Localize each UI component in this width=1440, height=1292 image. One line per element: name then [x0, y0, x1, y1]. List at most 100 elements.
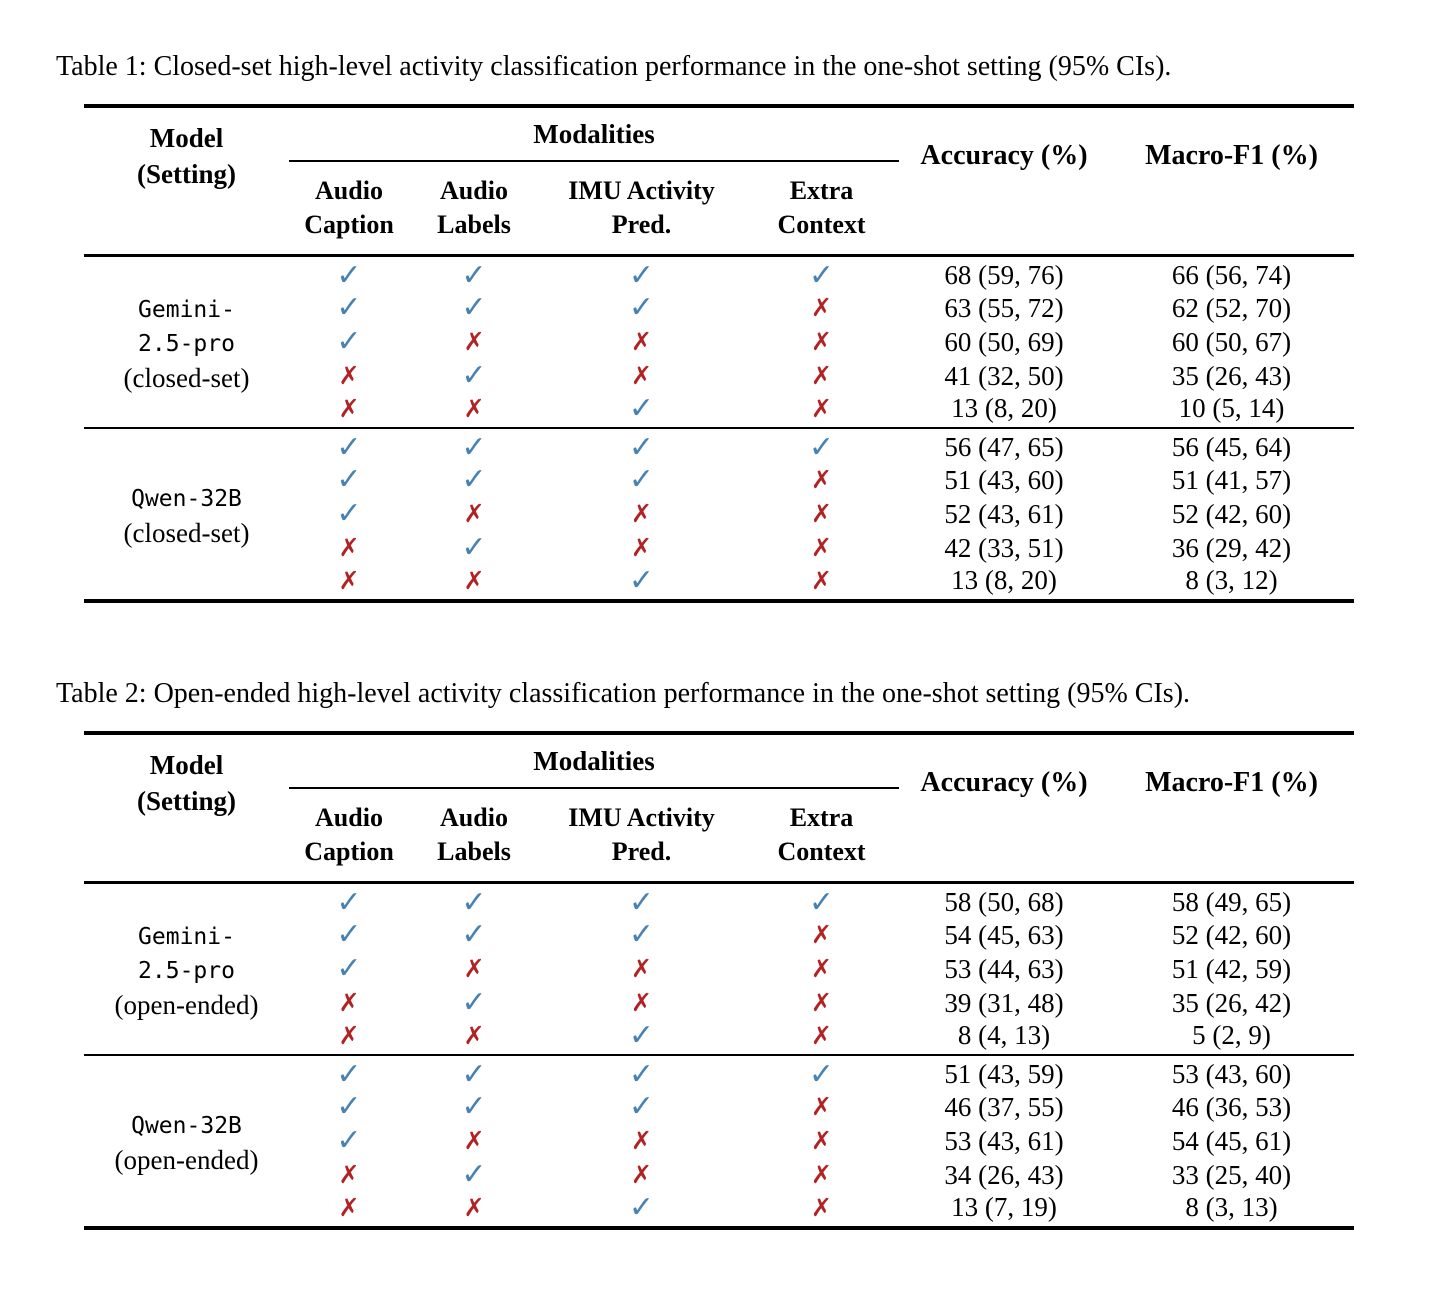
cross-icon: ✗: [631, 988, 652, 1017]
accuracy-value: 13 (8, 20): [951, 393, 1057, 423]
cross-icon: ✗: [631, 361, 652, 390]
model-name-line: Qwen-32B: [131, 485, 242, 512]
table-row: ✓ ✗ ✗ ✗ 53 (44, 63) 51 (42, 59): [84, 952, 1354, 986]
imu-activity-column-header: IMU Activity Pred.: [539, 788, 744, 883]
cross-icon: ✗: [463, 327, 485, 356]
subheader-line: Extra: [789, 803, 854, 832]
cross-icon: ✗: [811, 1160, 832, 1189]
cross-icon: ✗: [631, 327, 652, 356]
cross-icon: ✗: [463, 1126, 485, 1155]
cross-icon: ✗: [338, 533, 360, 562]
accuracy-value: 13 (8, 20): [951, 565, 1057, 595]
model-group-qwen-open: Qwen-32B (open-ended) ✓ ✓ ✓ ✓ 51 (43, 59…: [84, 1055, 1354, 1228]
macrof1-value: 54 (45, 61): [1171, 1125, 1292, 1156]
model-label: Qwen-32B (closed-set): [84, 428, 289, 601]
check-icon: ✓: [461, 429, 487, 465]
table-1-caption: Table 1: Closed-set high-level activity …: [56, 51, 1172, 82]
cross-icon: ✗: [811, 1020, 832, 1050]
audio-labels-column-header: Audio Labels: [409, 161, 539, 256]
subheader-line: Audio: [440, 803, 508, 832]
model-name-line: Gemini-: [138, 296, 235, 323]
model-setting: (open-ended): [114, 989, 259, 1020]
model-setting: (closed-set): [123, 362, 250, 393]
accuracy-value: 51 (43, 59): [944, 1059, 1064, 1089]
accuracy-column-header: Accuracy (%): [920, 767, 1088, 798]
check-icon: ✓: [336, 429, 362, 465]
table-row: ✗ ✓ ✗ ✗ 34 (26, 43) 33 (25, 40): [84, 1158, 1354, 1192]
audio-caption-column-header: Audio Caption: [289, 161, 409, 256]
check-icon: ✓: [628, 390, 655, 426]
table-row: ✗ ✗ ✓ ✗ 13 (7, 19) 8 (3, 13): [84, 1192, 1354, 1228]
table-row: ✓ ✗ ✗ ✗ 52 (43, 61) 52 (42, 60): [84, 497, 1354, 531]
imu-activity-column-header: IMU Activity Pred.: [539, 161, 744, 256]
macrof1-value: 60 (50, 67): [1171, 326, 1292, 357]
macrof1-value: 10 (5, 14): [1178, 393, 1285, 423]
macrof1-value: 36 (29, 42): [1171, 532, 1292, 563]
accuracy-value: 41 (32, 50): [944, 360, 1064, 391]
macrof1-column-header: Macro-F1 (%): [1145, 767, 1318, 798]
accuracy-value: 54 (45, 63): [944, 919, 1064, 950]
table-row: ✓ ✗ ✗ ✗ 53 (43, 61) 54 (45, 61): [84, 1124, 1354, 1158]
check-icon: ✓: [461, 1157, 487, 1192]
check-icon: ✓: [628, 462, 655, 497]
cross-icon: ✗: [463, 1020, 485, 1050]
subheader-line: Labels: [437, 837, 511, 866]
accuracy-value: 34 (26, 43): [944, 1159, 1064, 1190]
cross-icon: ✗: [811, 327, 832, 356]
macrof1-value: 5 (2, 9): [1192, 1020, 1271, 1050]
accuracy-value: 53 (44, 63): [944, 953, 1064, 984]
check-icon: ✓: [461, 1089, 487, 1124]
model-name-line: 2.5-pro: [138, 957, 235, 984]
check-icon: ✓: [336, 290, 362, 325]
cross-icon: ✗: [338, 988, 360, 1017]
check-icon: ✓: [461, 1056, 487, 1092]
cross-icon: ✗: [811, 533, 832, 562]
cross-icon: ✗: [811, 954, 832, 983]
macrof1-value: 35 (26, 43): [1171, 360, 1292, 391]
macrof1-value: 33 (25, 40): [1171, 1159, 1292, 1190]
table-row: ✓ ✓ ✓ ✗ 46 (37, 55) 46 (36, 53): [84, 1090, 1354, 1124]
check-icon: ✓: [461, 257, 487, 293]
cross-icon: ✗: [811, 293, 832, 322]
model-group-gemini-closed: Gemini- 2.5-pro (closed-set) ✓ ✓ ✓ ✓ 68 …: [84, 256, 1354, 429]
cross-icon: ✗: [338, 1192, 360, 1222]
model-label: Gemini- 2.5-pro (closed-set): [84, 256, 289, 429]
check-icon: ✓: [461, 917, 487, 952]
cross-icon: ✗: [631, 954, 652, 983]
check-icon: ✓: [808, 257, 835, 293]
accuracy-value: 56 (47, 65): [944, 432, 1064, 462]
extra-context-column-header: Extra Context: [744, 788, 899, 883]
cross-icon: ✗: [811, 1092, 832, 1121]
table-row: ✗ ✗ ✓ ✗ 13 (8, 20) 10 (5, 14): [84, 393, 1354, 428]
macrof1-value: 52 (42, 60): [1171, 498, 1292, 529]
table-row: Qwen-32B (open-ended) ✓ ✓ ✓ ✓ 51 (43, 59…: [84, 1055, 1354, 1175]
check-icon: ✓: [628, 884, 655, 920]
table-row: ✓ ✓ ✓ ✗ 54 (45, 63) 52 (42, 60): [84, 918, 1354, 952]
check-icon: ✓: [808, 429, 835, 465]
check-icon: ✓: [461, 530, 487, 565]
model-header-line2: (Setting): [137, 159, 236, 189]
model-header-line1: Model: [149, 123, 224, 153]
check-icon: ✓: [461, 462, 487, 497]
subheader-line: Extra: [789, 176, 854, 205]
check-icon: ✓: [461, 290, 487, 325]
macrof1-value: 51 (41, 57): [1171, 464, 1292, 495]
subheader-line: Caption: [304, 210, 394, 239]
model-header-line2: (Setting): [137, 786, 236, 816]
audio-labels-column-header: Audio Labels: [409, 788, 539, 883]
cross-icon: ✗: [811, 1126, 832, 1155]
model-group-qwen-closed: Qwen-32B (closed-set) ✓ ✓ ✓ ✓ 56 (47, 65…: [84, 428, 1354, 601]
model-label: Gemini- 2.5-pro (open-ended): [84, 883, 289, 1056]
cross-icon: ✗: [338, 1020, 360, 1050]
accuracy-value: 63 (55, 72): [944, 292, 1064, 323]
cross-icon: ✗: [811, 565, 832, 595]
model-name-line: Qwen-32B: [131, 1112, 242, 1139]
cross-icon: ✗: [811, 393, 832, 423]
macrof1-column-header: Macro-F1 (%): [1145, 140, 1318, 171]
check-icon: ✓: [336, 1056, 362, 1092]
table-2-header: Model (Setting) Modalities Accuracy (%) …: [84, 733, 1354, 883]
check-icon: ✓: [808, 884, 835, 920]
subheader-line: Context: [777, 210, 866, 239]
macrof1-value: 46 (36, 53): [1171, 1091, 1292, 1122]
table-row: Qwen-32B (closed-set) ✓ ✓ ✓ ✓ 56 (47, 65…: [84, 428, 1354, 548]
